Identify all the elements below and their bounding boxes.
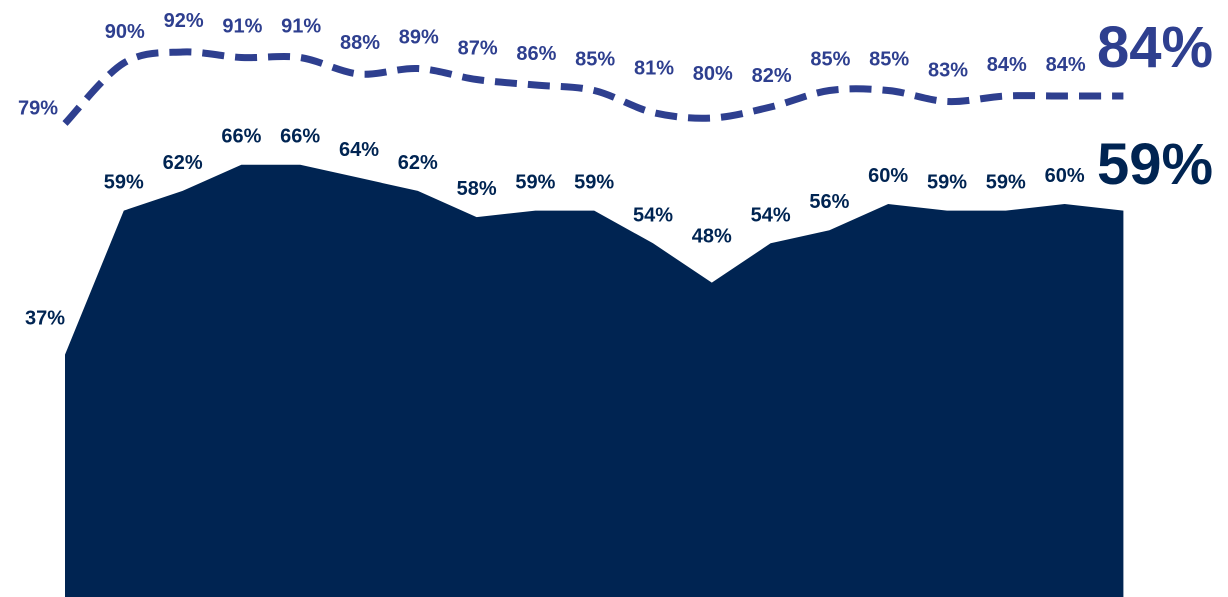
dashed-series-data-label: 86% xyxy=(516,43,556,65)
dashed-series-data-label: 82% xyxy=(752,65,792,87)
dashed-series-data-label: 91% xyxy=(222,16,262,38)
dashed-series-data-label: 83% xyxy=(928,60,968,82)
area-series-data-label: 66% xyxy=(280,126,320,148)
dashed-series-data-label: 90% xyxy=(105,21,145,43)
area-series-data-label: 54% xyxy=(751,204,791,226)
area-series-end-label: 59% xyxy=(1097,132,1213,197)
dashed-series-data-label: 89% xyxy=(399,27,439,49)
dashed-series-end-label: 84% xyxy=(1097,15,1213,80)
dashed-series-data-label: 80% xyxy=(693,63,733,85)
area-series-data-label: 59% xyxy=(927,172,967,194)
dashed-series-data-label: 92% xyxy=(164,10,204,32)
dashed-series-data-label: 81% xyxy=(634,58,674,80)
area-series-data-label: 60% xyxy=(1045,165,1085,187)
area-series-data-label: 48% xyxy=(692,226,732,248)
dashed-series-data-label: 88% xyxy=(340,32,380,54)
area-series-data-label: 60% xyxy=(868,165,908,187)
dashed-series-line xyxy=(62,48,1124,126)
area-series-data-label: 62% xyxy=(398,152,438,174)
area-series-data-label: 54% xyxy=(633,204,673,226)
dashed-series-data-label: 85% xyxy=(575,49,615,71)
area-series-layer xyxy=(65,164,1124,597)
dashed-series-data-label: 84% xyxy=(987,54,1027,76)
area-series-data-label: 66% xyxy=(221,126,261,148)
dashed-series-data-label: 91% xyxy=(281,16,321,38)
dashed-series-data-label: 85% xyxy=(810,49,850,71)
area-series-data-label: 37% xyxy=(25,308,65,330)
area-series-shape xyxy=(65,164,1124,597)
dashed-series-layer xyxy=(62,48,1124,126)
dashed-series-data-label: 79% xyxy=(18,98,58,120)
area-series-data-label: 59% xyxy=(986,172,1026,194)
dashed-series-data-label: 85% xyxy=(869,49,909,71)
dashed-series-data-label: 87% xyxy=(458,38,498,60)
area-series-data-label: 62% xyxy=(163,152,203,174)
area-series-data-label: 64% xyxy=(339,139,379,161)
area-series-data-label: 59% xyxy=(574,172,614,194)
area-series-data-label: 56% xyxy=(809,191,849,213)
area-series-data-label: 59% xyxy=(104,172,144,194)
data-labels-layer: 79% 90% 92% 91% 91% 88% 89% 87% 86% 85% 81% 80% 82% 8… xyxy=(18,10,1086,330)
area-series-data-label: 59% xyxy=(515,172,555,194)
area-series-data-label: 58% xyxy=(457,178,497,200)
dashed-series-data-label: 84% xyxy=(1046,54,1086,76)
